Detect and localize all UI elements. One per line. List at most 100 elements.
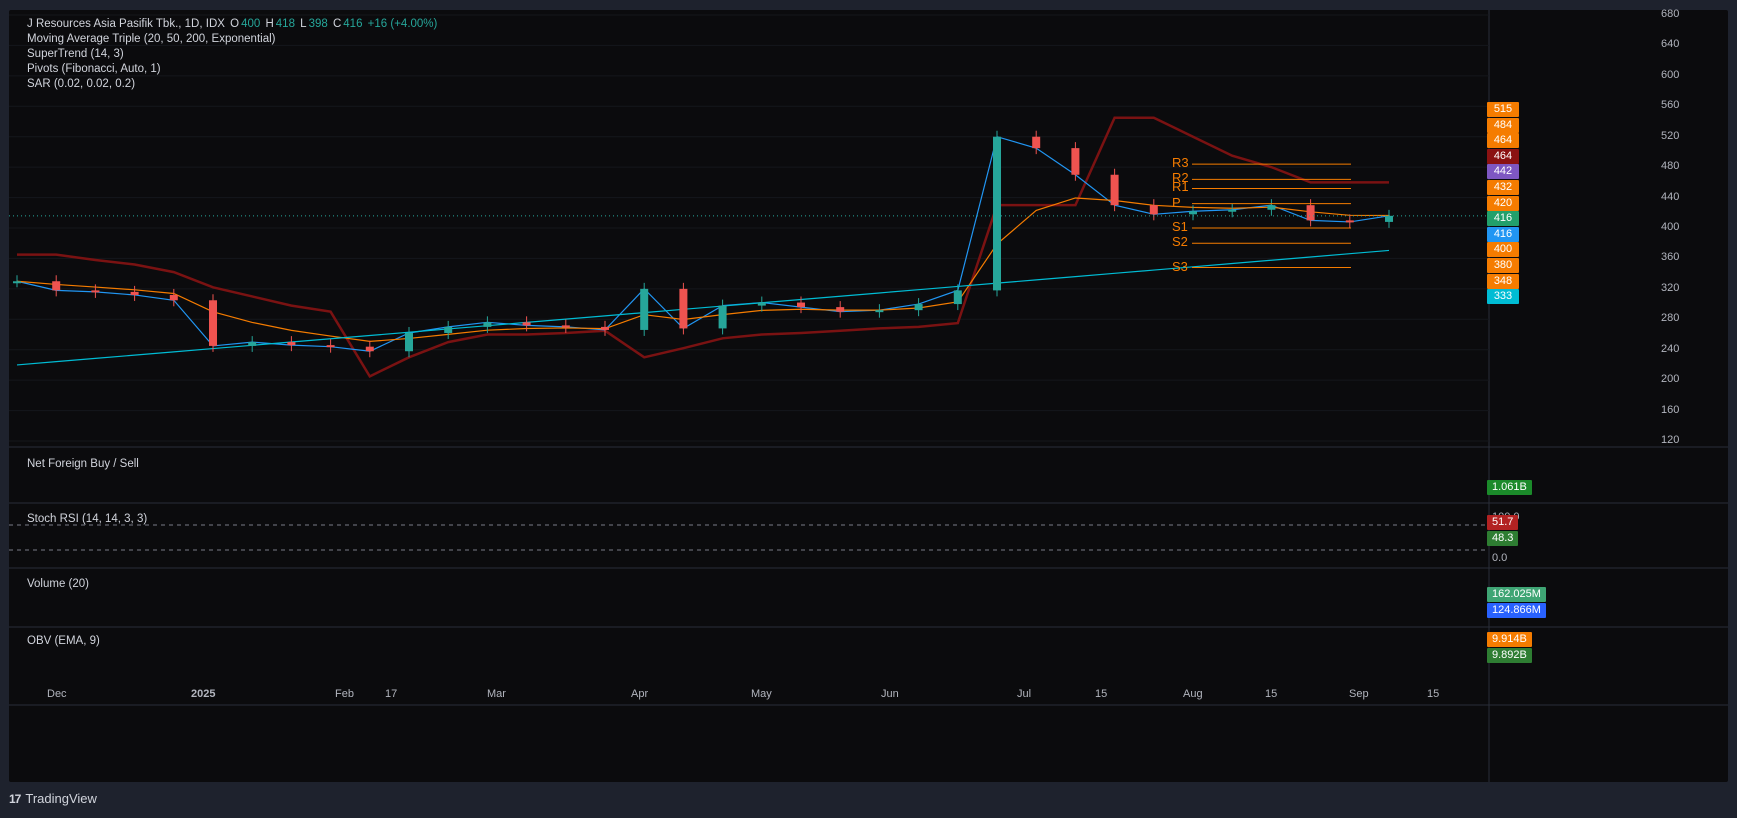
candle-body [91, 290, 100, 293]
candle-body [875, 310, 884, 313]
pivot-label-s2: S2 [1172, 234, 1188, 250]
price-tag: 464 [1487, 133, 1519, 149]
pivot-label-r1: R1 [1172, 179, 1189, 195]
stoch-zero-label: 0.0 [1492, 552, 1508, 564]
price-tag: 348 [1487, 273, 1519, 289]
time-axis-label: Aug [1183, 688, 1203, 700]
indicator-supertrend[interactable]: SuperTrend (14, 3) [27, 48, 124, 60]
candle-body [1110, 174, 1119, 206]
price-axis-label: 640 [1661, 38, 1680, 51]
time-axis-label: 15 [1265, 688, 1278, 700]
time-axis-label: 17 [385, 688, 398, 700]
candle-body [248, 342, 257, 346]
obv-ema-tag: 9.892B [1487, 648, 1532, 663]
time-axis-label: 15 [1427, 688, 1440, 700]
candle-body [287, 342, 296, 346]
supertrend-line [17, 116, 1389, 378]
indicator-pivots[interactable]: Pivots (Fibonacci, Auto, 1) [27, 63, 161, 75]
pane-title-volume[interactable]: Volume (20) [27, 578, 90, 590]
price-axis-label: 400 [1661, 221, 1680, 233]
ema-line [16, 197, 1390, 342]
candle-body [1149, 205, 1158, 215]
price-axis-label: 200 [1661, 373, 1680, 386]
volume-tag: 162.025M [1487, 587, 1546, 602]
symbol-title: J Resources Asia Pasifik Tbk., 1D, IDX [27, 18, 225, 30]
candle-body [209, 300, 217, 346]
candle-body [1228, 209, 1237, 212]
change-value: +16 (+4.00%) [367, 18, 438, 30]
close-value: 416 [343, 18, 363, 30]
high-value: 418 [275, 18, 295, 30]
candle-body [326, 345, 335, 348]
candle-body [561, 325, 570, 328]
price-tag: 420 [1487, 195, 1519, 211]
candle-body [640, 288, 649, 330]
candle-body [522, 322, 531, 326]
time-axis-label: Dec [47, 688, 67, 700]
chart-frame[interactable]: J Resources Asia Pasifik Tbk., 1D, IDX O… [9, 8, 1728, 782]
price-axis-label: 560 [1661, 99, 1680, 112]
price-tag: 333 [1487, 289, 1519, 305]
candle-body [1385, 215, 1393, 222]
candle-body [405, 332, 413, 352]
stoch-d-tag: 48.3 [1487, 531, 1519, 546]
candle-body [483, 322, 492, 327]
time-axis-label: 2025 [191, 688, 216, 700]
symbol-legend[interactable]: J Resources Asia Pasifik Tbk., 1D, IDX O… [27, 18, 439, 30]
candle-body [1189, 211, 1197, 215]
price-axis-label: 240 [1661, 342, 1680, 355]
price-tag: 515 [1487, 102, 1519, 117]
candle-body [679, 288, 688, 329]
low-key: L [300, 18, 307, 30]
price-chart[interactable] [9, 10, 1728, 782]
candle-body [1267, 205, 1276, 210]
candle-body [1345, 220, 1354, 223]
candle-body [169, 294, 178, 301]
indicator-sar[interactable]: SAR (0.02, 0.02, 0.2) [27, 78, 136, 90]
open-key: O [230, 18, 240, 30]
price-axis-label: 160 [1661, 403, 1680, 416]
candle-body [1032, 136, 1041, 149]
brand-name: TradingView [25, 791, 97, 806]
time-axis-label: Jun [881, 688, 899, 700]
ema-200-line [16, 249, 1390, 366]
candle-body [797, 302, 805, 308]
price-axis-label: 520 [1661, 129, 1680, 142]
candle-body [993, 136, 1001, 291]
price-axis-label: 280 [1661, 312, 1680, 325]
time-axis-label: Sep [1349, 688, 1369, 700]
time-axis-label: Apr [631, 688, 649, 700]
price-tag: 464 [1487, 148, 1519, 164]
time-axis-label: May [751, 688, 772, 700]
pane-title-stoch[interactable]: Stoch RSI (14, 14, 3, 3) [27, 513, 148, 525]
stoch-k-tag: 51.7 [1487, 515, 1519, 530]
candle-body [365, 346, 374, 352]
price-tag: 400 [1487, 242, 1519, 258]
indicator-ma-triple[interactable]: Moving Average Triple (20, 50, 200, Expo… [27, 33, 276, 45]
foreign-value-tag: 1.061B [1487, 480, 1532, 495]
pivot-label-p: P [1172, 194, 1181, 210]
time-axis-label: Mar [487, 688, 506, 700]
pivot-label-s1: S1 [1172, 219, 1188, 234]
candle-body [757, 302, 766, 306]
candle-body [953, 290, 962, 305]
time-axis-label: Feb [335, 688, 354, 700]
low-value: 398 [308, 18, 328, 30]
candle-body [601, 326, 609, 330]
price-tag: 432 [1487, 180, 1519, 195]
pane-title-foreign[interactable]: Net Foreign Buy / Sell [27, 458, 139, 470]
price-axis-label: 320 [1661, 281, 1680, 294]
obv-tag: 9.914B [1487, 632, 1532, 647]
footer[interactable]: 17 TradingView [9, 791, 97, 806]
candle-body [130, 291, 139, 295]
candle-body [13, 281, 21, 284]
candle-body [52, 281, 61, 291]
price-tag: 416 [1487, 211, 1519, 227]
tradingview-logo-icon: 17 [9, 791, 21, 806]
candle-body [1071, 148, 1080, 175]
pivot-label-r2: R2 [1172, 170, 1189, 186]
candle-body [836, 307, 845, 312]
candle-body [444, 326, 453, 333]
pivot-label-r3: R3 [1172, 155, 1189, 171]
pane-title-obv[interactable]: OBV (EMA, 9) [27, 635, 100, 647]
